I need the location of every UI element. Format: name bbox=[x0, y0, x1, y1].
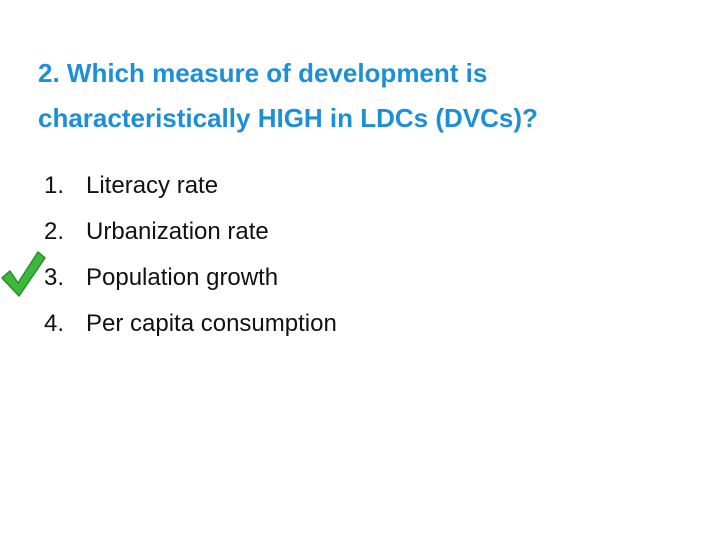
option-text: Urbanization rate bbox=[86, 218, 269, 245]
title-line: characteristically HIGH in LDCs (DVCs)? bbox=[38, 103, 538, 133]
option-number: 1. bbox=[44, 172, 65, 199]
answer-option: 3. Population growth bbox=[0, 264, 720, 304]
answer-option: 2. Urbanization rate bbox=[0, 218, 720, 258]
answer-option: 1. Literacy rate bbox=[0, 172, 720, 212]
checkmark-icon bbox=[1, 251, 46, 297]
option-text: Per capita consumption bbox=[86, 310, 337, 337]
option-text: Population growth bbox=[86, 264, 279, 291]
option-number: 3. bbox=[44, 264, 65, 291]
option-number: 2. bbox=[44, 218, 65, 245]
option-number: 4. bbox=[44, 310, 65, 337]
answer-option: 4. Per capita consumption bbox=[0, 310, 720, 350]
title-line: 2. Which measure of development is bbox=[38, 58, 488, 88]
option-text: Literacy rate bbox=[86, 172, 219, 199]
